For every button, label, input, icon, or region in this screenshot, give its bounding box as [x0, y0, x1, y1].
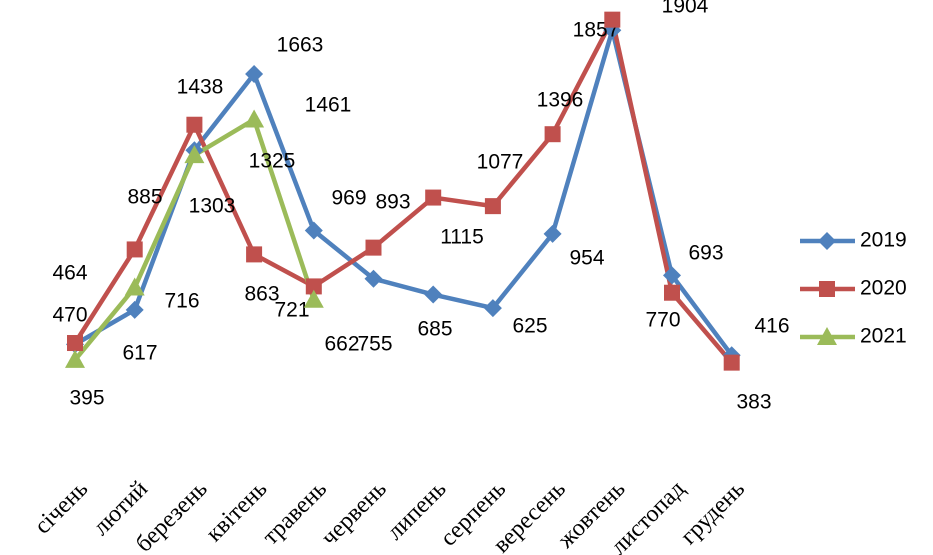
point-marker — [604, 11, 621, 28]
point-marker — [303, 289, 324, 308]
point-marker — [184, 145, 205, 164]
data-label: 470 — [52, 304, 87, 327]
x-tick-label: грудень — [676, 476, 750, 550]
data-label: 1461 — [305, 94, 352, 117]
point-marker — [483, 299, 502, 318]
point-marker — [245, 64, 264, 83]
point-marker — [65, 349, 85, 368]
point-marker — [364, 269, 383, 288]
point-marker — [425, 189, 442, 206]
point-marker — [365, 239, 382, 256]
data-label: 383 — [736, 391, 771, 414]
x-tick-label: червень — [317, 476, 392, 551]
data-label: 954 — [569, 247, 604, 270]
data-label: 770 — [645, 309, 680, 332]
point-marker — [424, 285, 443, 304]
data-label: 969 — [331, 187, 366, 210]
data-label: 395 — [69, 387, 104, 410]
point-marker — [305, 278, 322, 295]
point-marker — [543, 224, 562, 243]
data-label: 893 — [375, 191, 410, 214]
point-marker — [484, 198, 501, 215]
point-marker — [664, 284, 680, 301]
data-label: 464 — [52, 262, 87, 285]
data-label: 885 — [127, 186, 162, 209]
point-marker — [186, 116, 203, 133]
data-label: 416 — [754, 315, 789, 338]
data-label: 863 — [244, 283, 279, 306]
data-label: 1325 — [249, 150, 296, 173]
data-label: 721 — [274, 299, 309, 322]
data-label: 617 — [122, 342, 157, 365]
series-line — [73, 17, 734, 365]
data-label: 625 — [512, 315, 547, 338]
point-marker — [544, 126, 561, 143]
data-label: 662 — [324, 333, 359, 356]
data-label: 1077 — [477, 151, 524, 174]
legend-marker — [818, 232, 836, 250]
x-tick-label: січень — [30, 476, 94, 540]
point-marker — [723, 354, 740, 371]
legend-marker — [817, 327, 837, 345]
point-marker — [246, 246, 263, 263]
data-label: 716 — [164, 290, 199, 313]
legend-label: 2019 — [860, 229, 907, 252]
data-label: 1396 — [537, 89, 584, 112]
data-label: 1303 — [189, 195, 236, 218]
data-label: 693 — [688, 242, 723, 265]
data-label: 1663 — [277, 34, 324, 57]
point-marker — [244, 109, 265, 128]
point-marker — [663, 266, 681, 285]
data-label: 1115 — [440, 226, 484, 249]
data-label: 755 — [357, 333, 392, 356]
data-label: 1904 — [662, 0, 709, 18]
point-marker — [125, 300, 144, 319]
data-label: 1438 — [177, 76, 224, 99]
x-tick-label: травень — [258, 476, 332, 550]
point-marker — [124, 277, 145, 296]
point-marker — [67, 335, 83, 352]
legend-label: 2020 — [860, 277, 907, 300]
point-marker — [304, 221, 323, 240]
data-label: 685 — [417, 318, 452, 341]
legend-marker — [819, 281, 835, 297]
point-marker — [126, 241, 143, 258]
legend-label: 2021 — [860, 325, 907, 348]
